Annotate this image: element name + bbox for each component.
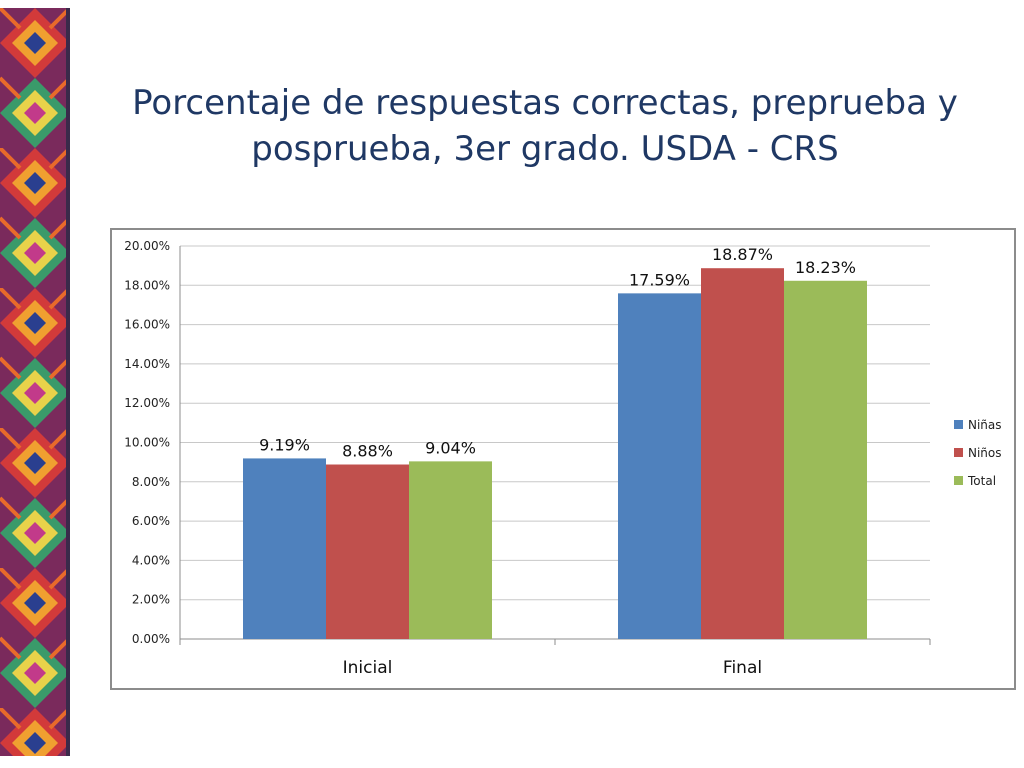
y-tick-label: 16.00% [124, 318, 170, 332]
y-tick-label: 20.00% [124, 239, 170, 253]
y-tick-label: 14.00% [124, 357, 170, 371]
chart-frame: 0.00% 2.00% 4.00% 6.00% 8.00% 10.00% 12.00% 14.… [110, 228, 1016, 690]
legend-swatch [954, 420, 963, 429]
y-tick-label: 6.00% [132, 514, 170, 528]
bar-data-label: 9.19% [259, 435, 310, 454]
y-tick-label: 8.00% [132, 475, 170, 489]
woven-textile-border [0, 8, 70, 756]
legend-label: Niños [968, 446, 1002, 460]
bar [784, 280, 867, 639]
legend-label: Total [967, 474, 996, 488]
legend-swatch [954, 448, 963, 457]
legend-label: Niñas [968, 418, 1002, 432]
y-tick-label: 4.00% [132, 553, 170, 567]
bar [618, 293, 701, 639]
y-tick-label: 2.00% [132, 593, 170, 607]
x-category-label: Inicial [343, 658, 393, 678]
bar [409, 461, 492, 639]
bar [701, 268, 784, 639]
bar [326, 464, 409, 639]
y-tick-label: 12.00% [124, 396, 170, 410]
bar [243, 458, 326, 639]
y-tick-label: 18.00% [124, 278, 170, 292]
legend-swatch [954, 476, 963, 485]
bar-data-label: 8.88% [342, 442, 393, 461]
slide-title: Porcentaje de respuestas correctas, prep… [132, 83, 958, 169]
y-tick-label: 10.00% [124, 436, 170, 450]
bar-data-label: 9.04% [425, 438, 476, 457]
bar-data-label: 18.23% [795, 258, 856, 277]
bar-data-label: 18.87% [712, 245, 773, 264]
x-category-label: Final [723, 658, 762, 678]
bar-chart: 0.00% 2.00% 4.00% 6.00% 8.00% 10.00% 12.00% 14.… [124, 239, 1002, 678]
bar-data-label: 17.59% [629, 270, 690, 289]
y-tick-label: 0.00% [132, 632, 170, 646]
